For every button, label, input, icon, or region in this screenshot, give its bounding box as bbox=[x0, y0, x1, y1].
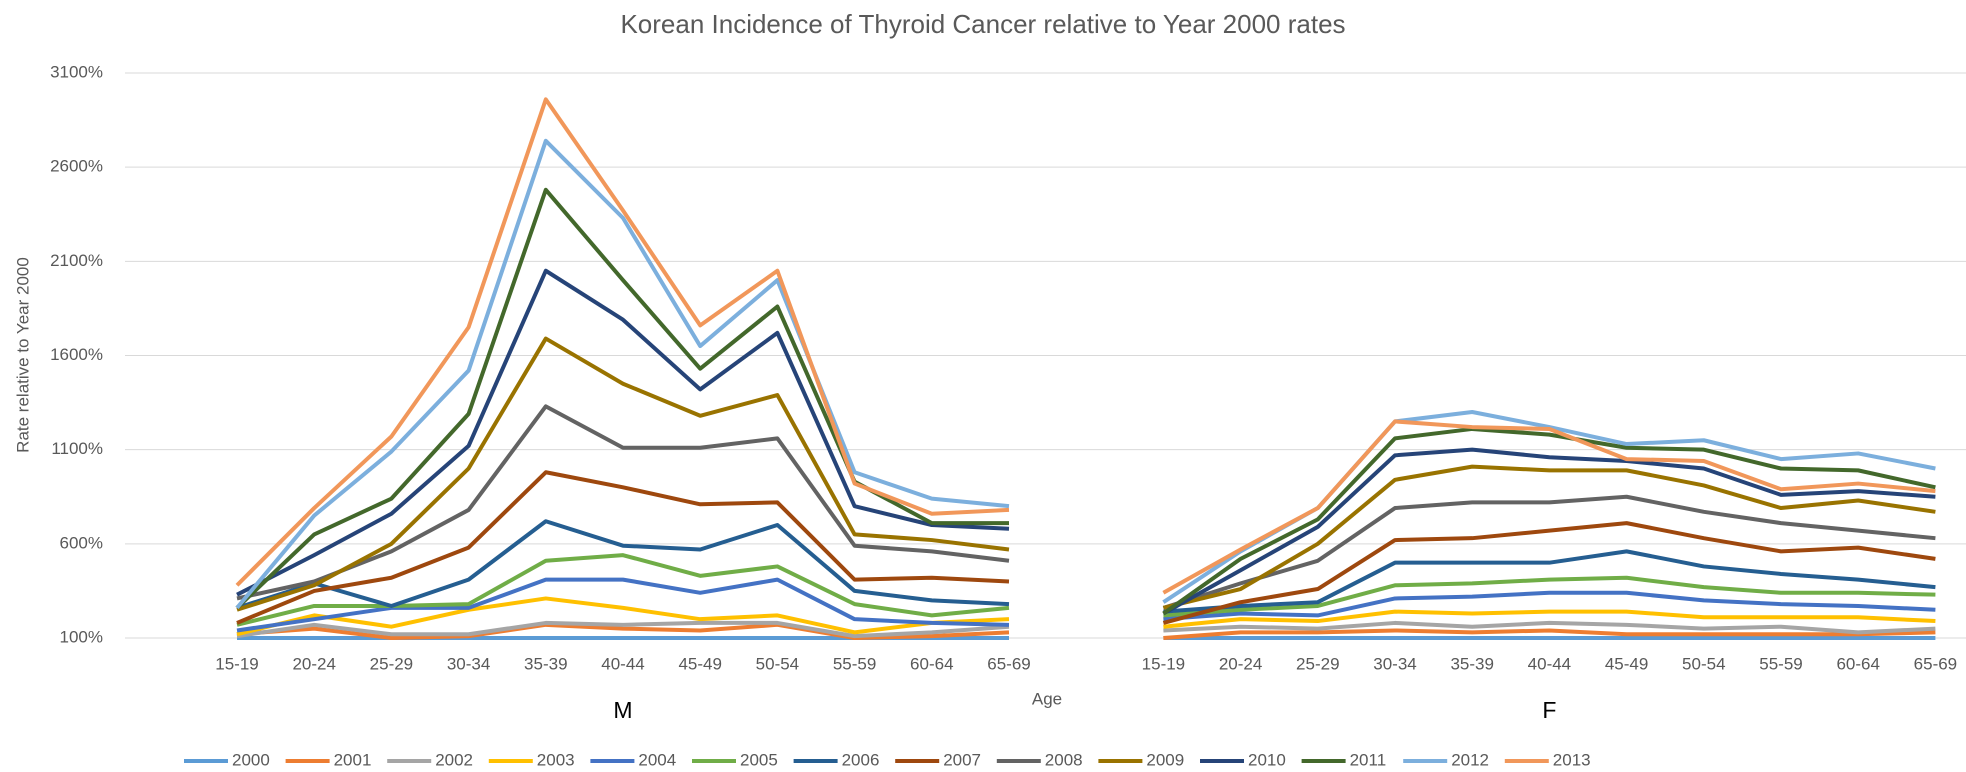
series-line bbox=[235, 97, 1010, 587]
series-line bbox=[236, 620, 1010, 639]
legend-label: 2003 bbox=[537, 750, 575, 769]
series-line bbox=[236, 596, 1010, 637]
y-tick-label: 1600% bbox=[50, 345, 103, 364]
x-tick-label: 60-64 bbox=[1836, 654, 1879, 673]
x-tick-label: 20-24 bbox=[1219, 654, 1262, 673]
series-line bbox=[236, 519, 1010, 610]
legend-label: 2006 bbox=[842, 750, 880, 769]
legend-label: 2010 bbox=[1248, 750, 1286, 769]
x-tick-label: 35-39 bbox=[1450, 654, 1493, 673]
legend-label: 2012 bbox=[1451, 750, 1489, 769]
series-line bbox=[1162, 426, 1936, 616]
x-tick-label: 50-54 bbox=[1682, 654, 1725, 673]
x-tick-label: 45-49 bbox=[1605, 654, 1648, 673]
series-line bbox=[1162, 494, 1936, 610]
legend-label: 2001 bbox=[334, 750, 372, 769]
y-tick-label: 2100% bbox=[50, 251, 103, 270]
series-line bbox=[236, 336, 1010, 612]
x-tick-label: 40-44 bbox=[1528, 654, 1571, 673]
y-tick-label: 3100% bbox=[50, 62, 103, 81]
x-axis-label: Age bbox=[1032, 689, 1062, 708]
x-tick-label: 30-34 bbox=[447, 654, 490, 673]
series-line bbox=[1163, 620, 1936, 635]
series-line bbox=[1163, 609, 1936, 629]
x-tick-label: 55-59 bbox=[1759, 654, 1802, 673]
series-line bbox=[235, 138, 1010, 610]
series-line bbox=[1162, 464, 1936, 610]
legend-label: 2000 bbox=[232, 750, 270, 769]
series-line bbox=[236, 577, 1010, 633]
legend-label: 2009 bbox=[1146, 750, 1184, 769]
legend-label: 2013 bbox=[1553, 750, 1591, 769]
x-tick-label: 20-24 bbox=[292, 654, 335, 673]
x-tick-label: 65-69 bbox=[987, 654, 1030, 673]
y-tick-label: 100% bbox=[60, 627, 103, 646]
legend-label: 2004 bbox=[638, 750, 676, 769]
x-tick-label: 50-54 bbox=[756, 654, 799, 673]
legend-label: 2011 bbox=[1350, 750, 1387, 769]
legend-label: 2007 bbox=[943, 750, 981, 769]
series-line bbox=[236, 268, 1010, 597]
x-tick-label: 15-19 bbox=[1142, 654, 1185, 673]
y-tick-label: 1100% bbox=[51, 439, 103, 458]
series-line bbox=[1162, 521, 1936, 625]
x-tick-label: 40-44 bbox=[601, 654, 644, 673]
legend-label: 2005 bbox=[740, 750, 778, 769]
legend-label: 2008 bbox=[1045, 750, 1083, 769]
x-tick-label: 60-64 bbox=[910, 654, 953, 673]
legend-label: 2002 bbox=[435, 750, 473, 769]
series-line bbox=[236, 470, 1010, 625]
x-tick-label: 25-29 bbox=[1296, 654, 1339, 673]
x-tick-label: 45-49 bbox=[678, 654, 721, 673]
series-line bbox=[236, 622, 1010, 640]
series-line bbox=[236, 553, 1010, 627]
chart-title: Korean Incidence of Thyroid Cancer relat… bbox=[620, 9, 1345, 39]
y-tick-label: 600% bbox=[60, 533, 103, 552]
series-line bbox=[236, 404, 1010, 601]
y-tick-label: 2600% bbox=[50, 157, 103, 176]
series-line bbox=[1162, 447, 1936, 616]
series-line bbox=[1162, 419, 1936, 595]
series-line bbox=[1163, 575, 1936, 618]
series-line bbox=[1163, 628, 1936, 640]
x-tick-label: 65-69 bbox=[1914, 654, 1957, 673]
x-tick-label: 25-29 bbox=[370, 654, 413, 673]
group-label: M bbox=[613, 697, 632, 723]
series-line bbox=[1163, 590, 1936, 622]
group-label: F bbox=[1542, 697, 1556, 723]
x-tick-label: 55-59 bbox=[833, 654, 876, 673]
x-tick-label: 15-19 bbox=[215, 654, 258, 673]
y-axis-label: Rate relative to Year 2000 bbox=[13, 257, 32, 453]
x-tick-label: 35-39 bbox=[524, 654, 567, 673]
x-tick-label: 30-34 bbox=[1373, 654, 1416, 673]
series-line bbox=[1163, 549, 1936, 614]
